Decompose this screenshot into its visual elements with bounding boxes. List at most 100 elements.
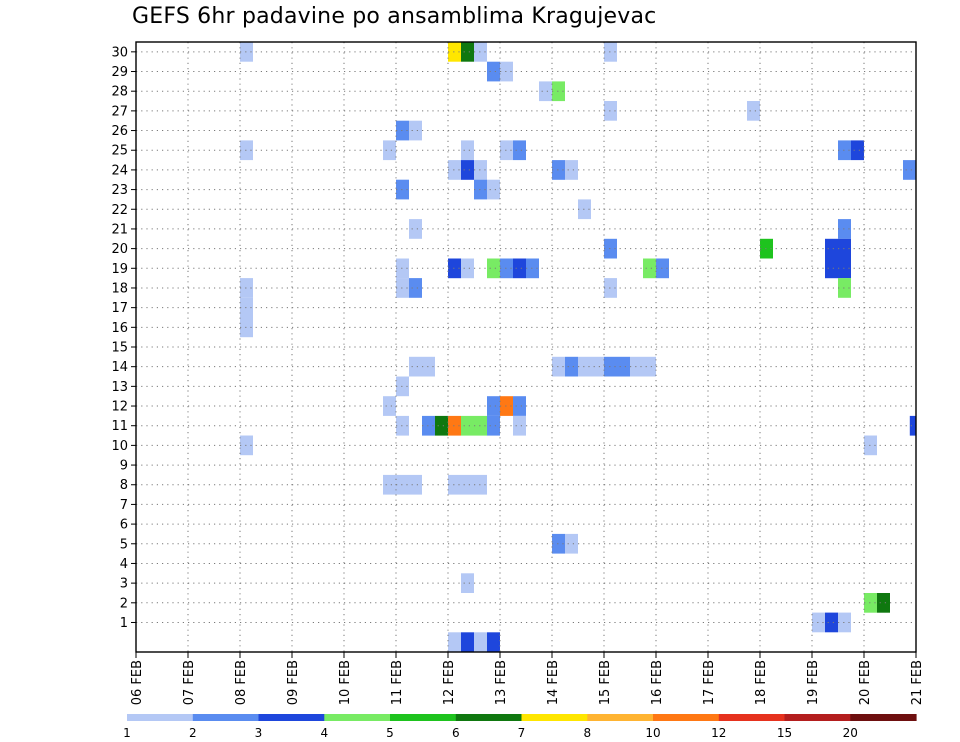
heatmap-cell <box>461 573 474 593</box>
heatmap-cell <box>656 258 669 279</box>
heatmap-cell <box>812 612 825 633</box>
heatmap-cell <box>448 632 461 652</box>
heatmap-cell <box>565 356 578 377</box>
y-tick-label: 8 <box>120 478 128 493</box>
heatmap-cell <box>409 120 422 141</box>
heatmap-cell <box>396 278 409 298</box>
heatmap-cell <box>474 42 487 62</box>
heatmap-cell <box>838 219 851 239</box>
heatmap-cell <box>448 258 461 279</box>
colorbar-label: 1 <box>123 726 131 740</box>
colorbar-swatch <box>324 714 391 721</box>
heatmap-cell <box>604 356 617 377</box>
heatmap-cell <box>760 238 773 259</box>
heatmap-cell <box>838 140 851 161</box>
grid-layer <box>136 42 916 652</box>
heatmap-cell <box>461 42 474 62</box>
heatmap-cell <box>838 278 851 298</box>
heatmap-cell <box>604 278 617 298</box>
heatmap-cell <box>383 396 396 416</box>
x-tick-label: 09 FEB <box>286 660 301 705</box>
chart-title: GEFS 6hr padavine po ansamblima Kragujev… <box>132 4 657 29</box>
heatmap-cell <box>448 474 461 495</box>
heatmap-cell <box>864 593 877 613</box>
heatmap-cell <box>474 632 487 652</box>
heatmap-cell <box>838 258 851 279</box>
y-tick-label: 12 <box>111 400 128 415</box>
y-tick-label: 1 <box>120 616 128 631</box>
y-axis: 1234567891011121314151617181920212223242… <box>111 45 136 631</box>
heatmap-cell <box>591 356 604 377</box>
y-tick-label: 29 <box>111 65 128 80</box>
heatmap-cell <box>422 415 435 436</box>
x-tick-label: 11 FEB <box>390 660 405 705</box>
heatmap-cell <box>604 238 617 259</box>
y-tick-label: 27 <box>111 104 128 119</box>
heatmap-cell <box>552 160 565 180</box>
heatmap-cell <box>240 278 253 298</box>
heatmap-cell <box>604 42 617 62</box>
heatmap-cell <box>487 61 500 82</box>
x-tick-label: 14 FEB <box>546 660 561 705</box>
y-tick-label: 26 <box>111 124 128 139</box>
heatmap-cell <box>630 356 643 377</box>
y-tick-label: 2 <box>120 596 128 611</box>
colorbar-label: 12 <box>711 726 726 740</box>
y-tick-label: 21 <box>111 222 128 237</box>
heatmap-cell <box>461 160 474 180</box>
colorbar-swatch <box>718 714 786 721</box>
heatmap-cell <box>461 140 474 161</box>
heatmap-cell <box>409 474 422 495</box>
heatmap-cell <box>409 278 422 298</box>
y-tick-label: 14 <box>111 360 128 375</box>
colorbar-swatch <box>192 714 260 721</box>
heatmap-cell <box>240 317 253 338</box>
heatmap-cell <box>513 140 526 161</box>
heatmap-cell <box>474 474 487 495</box>
heatmap-cell <box>487 396 500 416</box>
y-tick-label: 10 <box>111 439 128 454</box>
heatmap-cell <box>578 199 591 220</box>
x-tick-label: 16 FEB <box>650 660 665 705</box>
heatmap-cell <box>383 474 396 495</box>
y-tick-label: 15 <box>111 341 128 356</box>
heatmap-cell <box>565 533 578 554</box>
heatmap-cell <box>500 61 513 82</box>
heatmap-cell <box>461 474 474 495</box>
heatmap-cell <box>474 179 487 200</box>
colorbar-label: 20 <box>843 726 858 740</box>
y-tick-label: 19 <box>111 262 128 277</box>
colorbar-swatch <box>455 714 523 721</box>
colorbar-swatch <box>653 714 720 721</box>
colorbar-swatch <box>850 714 917 721</box>
heatmap-cell <box>851 140 864 161</box>
heatmap-cell <box>474 160 487 180</box>
heatmap-cell <box>409 356 422 377</box>
cells-layer <box>240 42 916 652</box>
heatmap-cell <box>396 179 409 200</box>
heatmap-cell <box>396 120 409 141</box>
y-tick-label: 4 <box>120 557 128 572</box>
heatmap-cell <box>448 415 461 436</box>
heatmap-cell <box>448 42 461 62</box>
colorbar-label: 3 <box>255 726 263 740</box>
heatmap-cell <box>396 258 409 279</box>
heatmap-cell <box>500 140 513 161</box>
heatmap-cell <box>461 258 474 279</box>
y-tick-label: 11 <box>111 419 128 434</box>
heatmap-cell <box>448 160 461 180</box>
y-tick-label: 3 <box>120 577 128 592</box>
colorbar-swatch <box>521 714 588 721</box>
colorbar-label: 10 <box>645 726 660 740</box>
colorbar: 1 2 3 4 5 6 7 8 10 12 15 20 <box>123 714 917 740</box>
colorbar-label: 8 <box>583 726 591 740</box>
heatmap-cell <box>838 238 851 259</box>
heatmap-cell <box>513 396 526 416</box>
heatmap-cell <box>409 219 422 239</box>
heatmap-cell <box>909 415 916 436</box>
y-tick-label: 30 <box>111 45 128 60</box>
x-tick-label: 15 FEB <box>598 660 613 705</box>
y-tick-label: 6 <box>120 518 128 533</box>
heatmap-cell <box>578 356 591 377</box>
